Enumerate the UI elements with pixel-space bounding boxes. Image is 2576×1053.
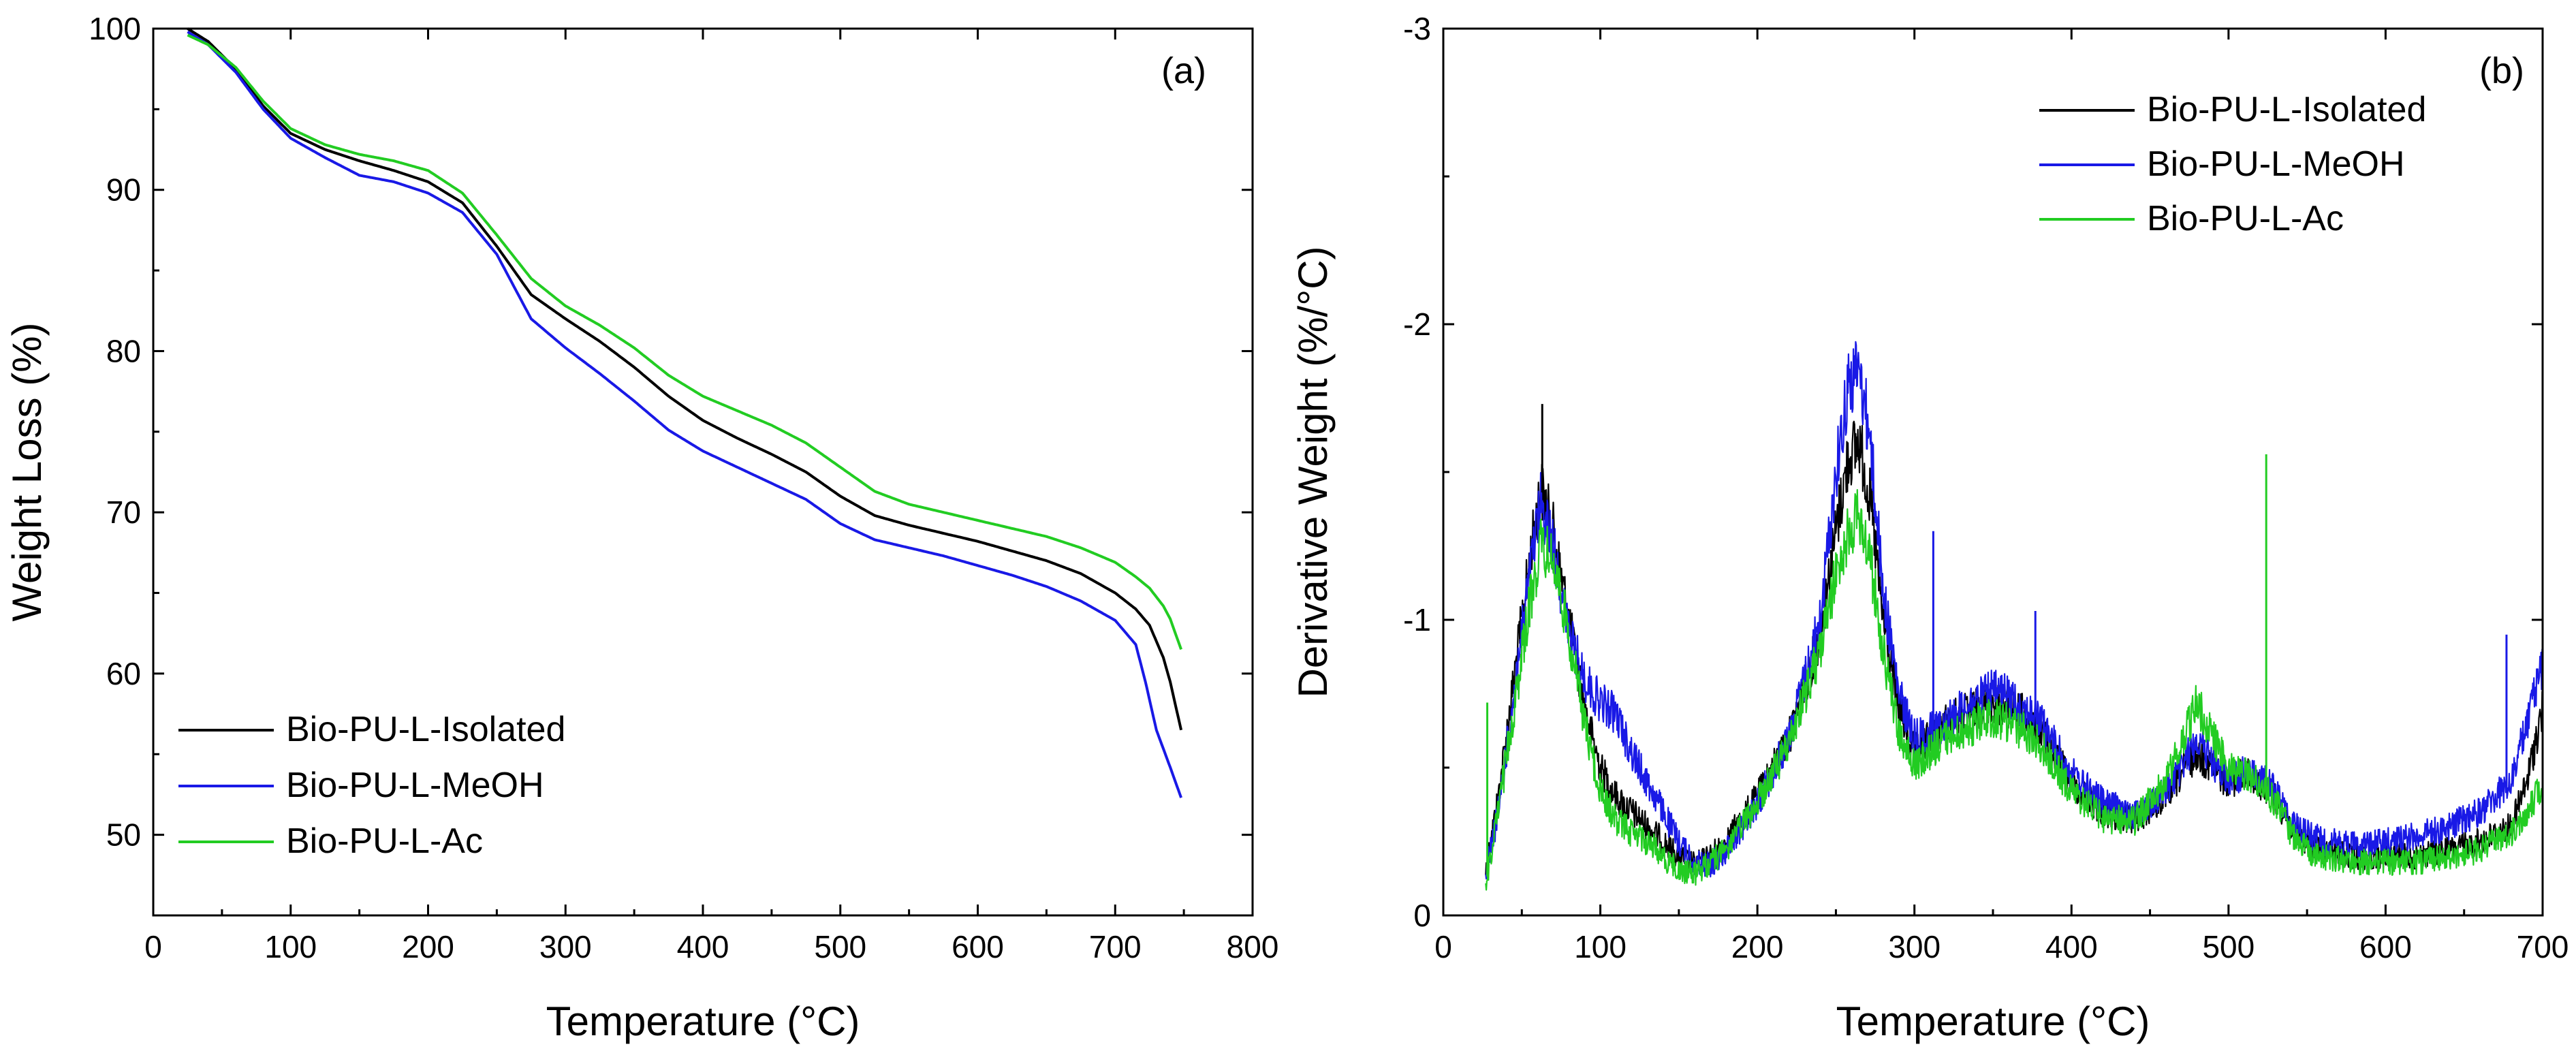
panel-b-y-tick-label: -1 xyxy=(1403,602,1431,638)
panel-b-y-tick-label: -2 xyxy=(1403,307,1431,342)
panel-b-series-bio-pu-l-meoh xyxy=(1485,341,2543,880)
panel-a-series-group xyxy=(187,27,1183,798)
panel-a-series-bio-pu-l-ac xyxy=(187,33,1182,650)
panel-a-x-tick-label: 100 xyxy=(264,929,317,964)
panel-a-series-bio-pu-l-meoh xyxy=(187,30,1182,798)
panel-a-y-ticks: 50 60 70 80 90 100 xyxy=(89,11,1253,853)
panel-a-y-tick-label: 60 xyxy=(106,656,141,691)
panel-b-y-ticks: 0 -1 -2 -3 xyxy=(1403,11,2543,933)
panel-a-y-axis-label: Weight Loss (%) xyxy=(4,322,50,621)
panel-b-x-tick-label: 300 xyxy=(1888,929,1941,964)
panel-a-weight-loss-chart: 0 100 200 300 400 500 600 700 800 5060708090100 … xyxy=(4,11,1278,1044)
panel-b-x-tick-label: 0 xyxy=(1434,929,1452,964)
panel-b-legend-label-bio-pu-l-isolated: Bio-PU-L-Isolated xyxy=(2147,90,2426,129)
panel-a-y-tick-label: 50 xyxy=(106,817,141,853)
panel-a-y-tick-label: 100 xyxy=(89,11,141,46)
panel-a-x-axis-label: Temperature (°C) xyxy=(546,999,860,1044)
panel-a-x-tick-label: 700 xyxy=(1089,929,1142,964)
panel-b-legend: Bio-PU-L-Isolated Bio-PU-L-MeOH Bio-PU-L-A… xyxy=(2039,90,2426,238)
panel-b-x-tick-label: 500 xyxy=(2202,929,2255,964)
panel-b-derivative-weight-chart: 0 100 200 300 400 500 600 700 0 -1 -2 -3 (b) Tempe… xyxy=(1290,11,2569,1044)
panel-b-label: (b) xyxy=(2479,50,2524,91)
panel-a-x-ticks: 0 100 200 300 400 500 600 700 800 xyxy=(144,29,1278,964)
panel-a-x-tick-label: 500 xyxy=(814,929,866,964)
panel-b-x-tick-label: 600 xyxy=(2359,929,2412,964)
panel-b-x-tick-label: 100 xyxy=(1574,929,1627,964)
panel-a-x-tick-label: 200 xyxy=(402,929,454,964)
panel-a-series-bio-pu-l-isolated xyxy=(187,27,1183,731)
panel-a-x-tick-label: 300 xyxy=(539,929,592,964)
panel-a-y-tick-label: 90 xyxy=(106,172,141,208)
panel-a-legend-label-bio-pu-l-isolated: Bio-PU-L-Isolated xyxy=(286,710,565,749)
panel-b-legend-label-bio-pu-l-meoh: Bio-PU-L-MeOH xyxy=(2147,144,2405,184)
panel-b-x-axis-label: Temperature (°C) xyxy=(1836,999,2150,1044)
panel-a-x-tick-label: 400 xyxy=(677,929,729,964)
panel-b-series-bio-pu-l-ac xyxy=(1485,489,2543,891)
panel-a-x-tick-label: 800 xyxy=(1227,929,1279,964)
panel-b-y-tick-label: -3 xyxy=(1403,11,1431,46)
panel-a-x-tick-label: 0 xyxy=(144,929,162,964)
panel-a-legend: Bio-PU-L-Isolated Bio-PU-L-MeOH Bio-PU-L-A… xyxy=(178,710,565,861)
panel-b-y-axis-label: Derivative Weight (%/°C) xyxy=(1290,246,1336,697)
panel-a-y-tick-label: 80 xyxy=(106,333,141,368)
panel-a-legend-label-bio-pu-l-meoh: Bio-PU-L-MeOH xyxy=(286,766,544,805)
panel-b-legend-label-bio-pu-l-ac: Bio-PU-L-Ac xyxy=(2147,199,2344,238)
panel-b-x-tick-label: 700 xyxy=(2517,929,2569,964)
panel-a-x-tick-label: 600 xyxy=(952,929,1004,964)
panel-b-series-group xyxy=(1485,341,2543,891)
panel-a-legend-label-bio-pu-l-ac: Bio-PU-L-Ac xyxy=(286,821,483,861)
panel-b-x-tick-label: 200 xyxy=(1731,929,1784,964)
panel-b-y-tick-label: 0 xyxy=(1413,898,1431,933)
panel-b-series-bio-pu-l-isolated xyxy=(1485,420,2543,875)
panel-a-y-tick-label: 70 xyxy=(106,494,141,530)
panel-b-x-tick-label: 400 xyxy=(2045,929,2098,964)
panel-a-label: (a) xyxy=(1161,50,1206,91)
panel-b-x-ticks: 0 100 200 300 400 500 600 700 xyxy=(1434,29,2569,964)
